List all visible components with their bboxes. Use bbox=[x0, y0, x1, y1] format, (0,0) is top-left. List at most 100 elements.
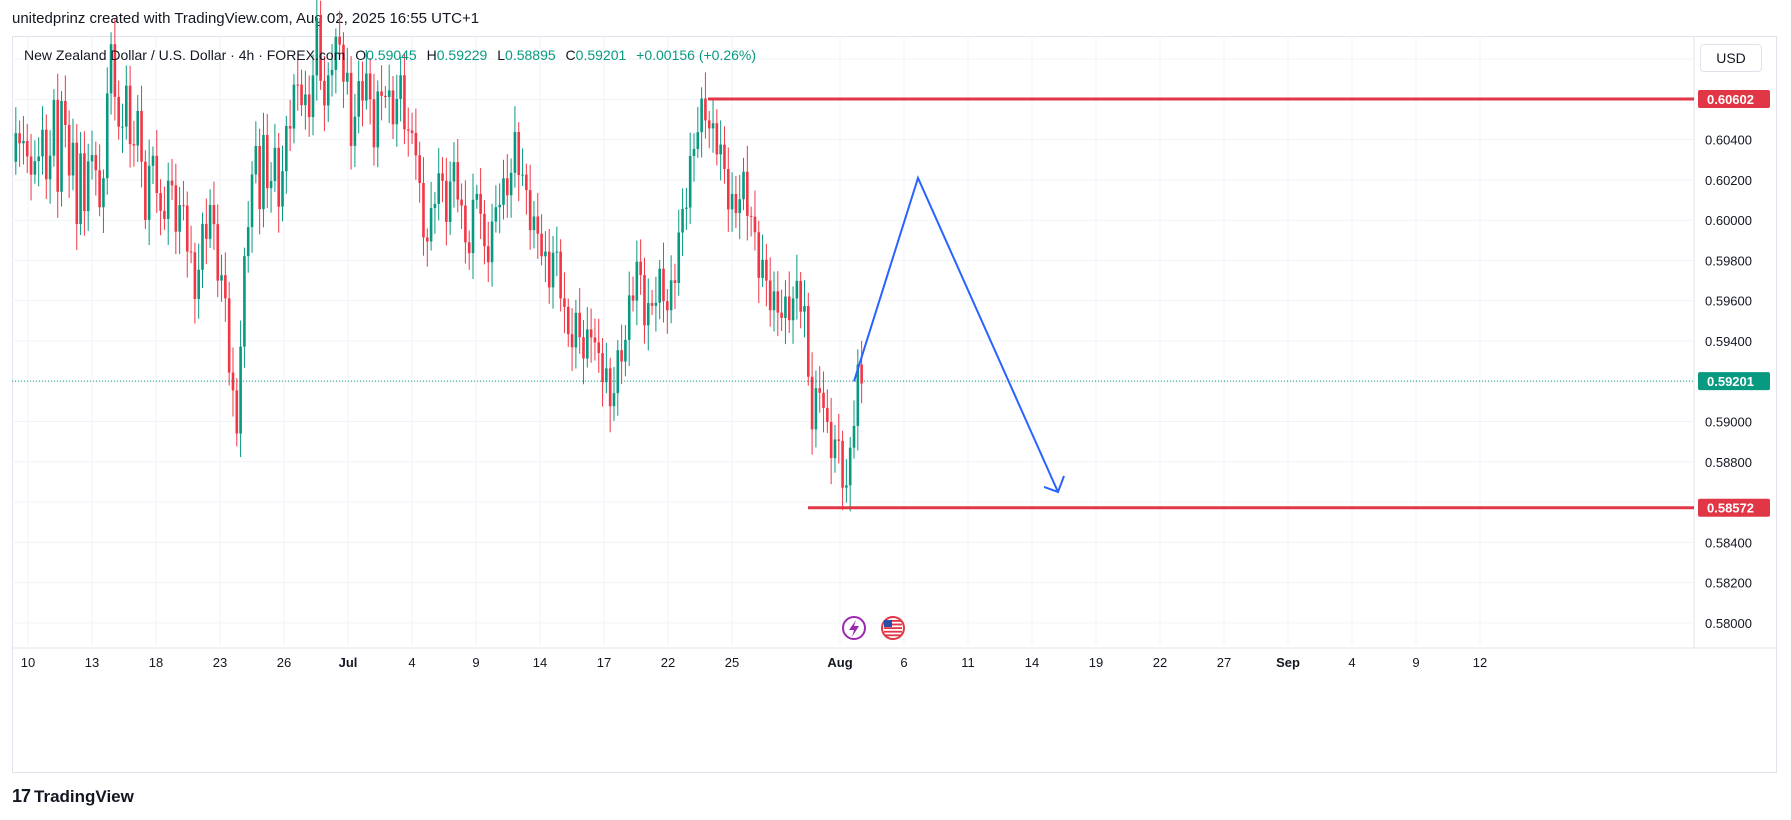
candle-down bbox=[342, 44, 345, 82]
candle-up bbox=[852, 425, 856, 448]
candle-down bbox=[620, 350, 623, 362]
candle-down bbox=[589, 329, 593, 338]
time-tick-label: 13 bbox=[85, 655, 99, 670]
candle-down bbox=[837, 439, 841, 441]
level-price-tag bbox=[1698, 90, 1770, 109]
candle-down bbox=[349, 72, 353, 146]
candle-down bbox=[456, 162, 460, 200]
candle-down bbox=[83, 153, 86, 212]
time-axis: 10 13 18 23 26 Jul 4 9 14 17 22 25 Aug 6 11 14 19 22 27 Sep… bbox=[21, 655, 1487, 670]
candle-up bbox=[109, 44, 113, 94]
candle-up bbox=[243, 256, 246, 347]
candle-down bbox=[216, 224, 220, 281]
candle-up bbox=[41, 129, 44, 157]
lightning-glyph bbox=[849, 620, 859, 637]
us-flag-stripe bbox=[884, 627, 902, 629]
currency-button[interactable]: USD bbox=[1700, 44, 1762, 72]
candle-up bbox=[551, 252, 555, 288]
candle-up bbox=[246, 227, 250, 257]
candle-up bbox=[658, 268, 661, 303]
candle-down bbox=[372, 99, 376, 148]
candle-up bbox=[669, 280, 673, 311]
candle-down bbox=[517, 131, 521, 176]
last-price-tag bbox=[1698, 372, 1770, 391]
candle-down bbox=[860, 364, 863, 384]
time-tick-label: 12 bbox=[1473, 655, 1487, 670]
price-tick-label: 0.60400 bbox=[1705, 133, 1752, 148]
candle-up bbox=[52, 99, 56, 156]
candle-up bbox=[646, 303, 650, 326]
price-tick-label: 0.58000 bbox=[1705, 616, 1752, 631]
candle-up bbox=[22, 140, 25, 144]
candle-up bbox=[521, 174, 524, 176]
price-tick-label: 0.58200 bbox=[1705, 576, 1752, 591]
candle-up bbox=[48, 155, 52, 180]
candle-down bbox=[227, 298, 231, 373]
candle-up bbox=[700, 98, 703, 133]
price-tick-label: 0.59400 bbox=[1705, 334, 1752, 349]
candle-down bbox=[643, 275, 646, 326]
candle-up bbox=[315, 17, 319, 76]
candle-down bbox=[163, 210, 166, 219]
candle-down bbox=[418, 155, 421, 184]
candle-down bbox=[144, 161, 147, 220]
candle-down bbox=[650, 303, 654, 306]
candle-up bbox=[125, 85, 128, 127]
close-label: C bbox=[565, 47, 576, 63]
candle-down bbox=[787, 296, 791, 321]
candle-down bbox=[231, 372, 235, 391]
time-tick-label: 25 bbox=[725, 655, 739, 670]
candle-up bbox=[102, 178, 105, 208]
candle-up bbox=[513, 131, 517, 173]
candle-down bbox=[170, 180, 174, 186]
candle-down bbox=[601, 353, 604, 383]
candle-down bbox=[319, 17, 322, 81]
us-flag-stripe bbox=[884, 634, 902, 637]
price-tick-label: 0.58400 bbox=[1705, 535, 1752, 550]
candle-up bbox=[681, 208, 684, 233]
candle-down bbox=[18, 133, 21, 144]
candle-up bbox=[437, 173, 441, 204]
close-value: 0.59201 bbox=[575, 47, 627, 63]
candle-up bbox=[197, 269, 200, 299]
candle-down bbox=[559, 251, 562, 299]
candle-down bbox=[98, 170, 101, 208]
tradingview-logo[interactable]: 17 TradingView bbox=[12, 786, 134, 807]
candle-up bbox=[688, 155, 692, 208]
projection-arrowhead bbox=[1043, 475, 1065, 494]
candle-down bbox=[818, 388, 822, 393]
candle-up bbox=[90, 155, 94, 162]
candle-down bbox=[75, 142, 79, 225]
open-value: 0.59045 bbox=[366, 47, 417, 63]
us-flag-stripe bbox=[884, 623, 902, 626]
symbol-name: New Zealand Dollar / U.S. Dollar · 4h · … bbox=[24, 47, 346, 63]
symbol-legend: New Zealand Dollar / U.S. Dollar · 4h · … bbox=[24, 47, 756, 63]
candle-down bbox=[182, 205, 185, 207]
candle-up bbox=[151, 155, 155, 166]
candle-down bbox=[486, 246, 490, 263]
candle-up bbox=[71, 142, 75, 176]
candle-up bbox=[269, 181, 273, 189]
candle-up bbox=[136, 110, 140, 146]
candle-down bbox=[258, 145, 261, 210]
candle-up bbox=[509, 172, 513, 196]
chart-grid bbox=[12, 37, 1694, 645]
candle-up bbox=[262, 135, 265, 210]
candle-down bbox=[662, 268, 665, 302]
candle-down bbox=[525, 174, 528, 191]
candle-down bbox=[64, 100, 67, 125]
high-value: 0.59229 bbox=[436, 47, 488, 63]
time-tick-label: 27 bbox=[1217, 655, 1231, 670]
candle-up bbox=[624, 339, 627, 362]
candle-down bbox=[117, 96, 120, 127]
candle-down bbox=[608, 368, 612, 407]
candle-up bbox=[586, 329, 589, 359]
candle-up bbox=[281, 171, 284, 207]
us-flag-stripe bbox=[884, 620, 902, 622]
candle-up bbox=[654, 302, 658, 306]
candle-down bbox=[361, 81, 364, 101]
candle-up bbox=[677, 232, 681, 283]
candle-down bbox=[528, 190, 532, 231]
candle-up bbox=[490, 221, 494, 263]
